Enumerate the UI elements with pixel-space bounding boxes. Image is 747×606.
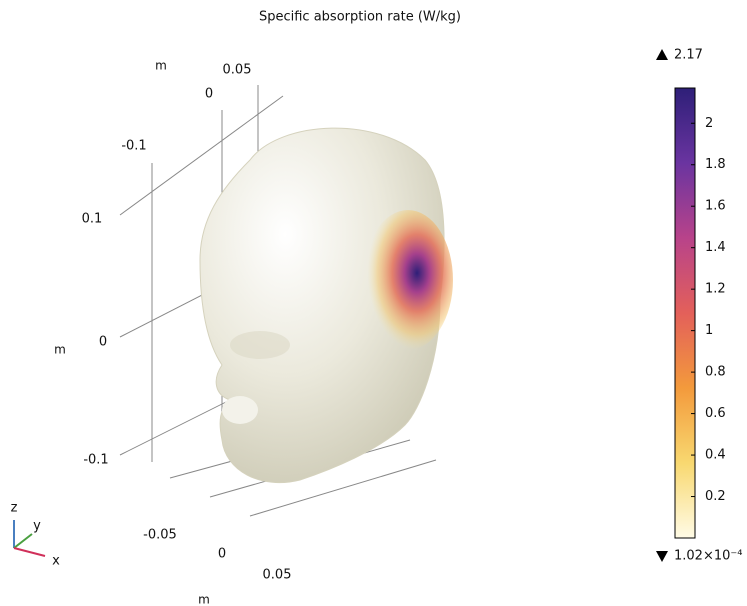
grid-line	[249, 459, 437, 517]
tick-label: 0	[205, 87, 213, 102]
chart-title: Specific absorption rate (W/kg)	[259, 10, 461, 25]
triad	[13, 520, 46, 557]
tick-label: 0.05	[263, 568, 292, 583]
triad-label: y	[33, 519, 41, 534]
colorbar-tick-label: 1	[705, 323, 713, 338]
max-marker	[656, 49, 668, 60]
axis-label: m	[54, 343, 66, 357]
colorbar-min: 1.02×10⁻⁴	[674, 549, 742, 564]
triad-label: x	[52, 554, 60, 569]
colorbar	[674, 87, 696, 539]
triad-label: z	[11, 501, 18, 516]
colorbar-tick-label: 1.8	[705, 157, 726, 172]
colorbar-tick-label: 0.4	[705, 448, 726, 463]
min-marker	[656, 551, 668, 562]
tick-label: 0	[99, 335, 107, 350]
colorbar-tick-label: 1.2	[705, 282, 726, 297]
colorbar-tick-label: 0.6	[705, 406, 726, 421]
colorbar-tick-label: 0.8	[705, 365, 726, 380]
colorbar-tick-label: 0.2	[705, 489, 726, 504]
tick-label: 0.05	[223, 63, 252, 78]
tick-label: -0.05	[143, 528, 177, 543]
colorbar-max: 2.17	[674, 48, 703, 63]
tick-label: 0.1	[82, 212, 103, 227]
tick-label: -0.1	[121, 139, 146, 154]
colorbar-tick-label: 2	[705, 116, 713, 131]
colorbar-tick-label: 1.4	[705, 240, 726, 255]
head	[199, 127, 453, 484]
axis-label: m	[155, 59, 167, 73]
colorbar-tick-label: 1.6	[705, 199, 726, 214]
tick-label: -0.1	[83, 453, 108, 468]
axis-label: m	[198, 593, 210, 606]
grid-line	[119, 95, 284, 216]
tick-label: 0	[218, 547, 226, 562]
